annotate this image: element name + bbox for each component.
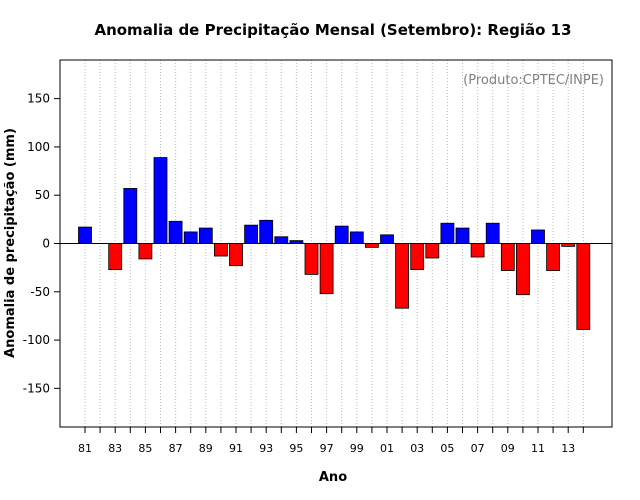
bar-98 bbox=[334, 225, 349, 244]
bar-84 bbox=[123, 188, 138, 244]
bar-08 bbox=[485, 222, 500, 244]
bar-07 bbox=[470, 243, 485, 258]
bar-11 bbox=[531, 229, 545, 244]
bar-05 bbox=[440, 222, 455, 244]
bar-94 bbox=[274, 236, 289, 244]
y-axis: -150 -100 -50 0 50 100 150 bbox=[23, 92, 60, 395]
x-tick-label: 11 bbox=[531, 442, 545, 455]
x-tick-label: 03 bbox=[410, 442, 424, 455]
x-tick-label: 89 bbox=[199, 442, 213, 455]
y-tick-label: 0 bbox=[42, 237, 50, 251]
bar-91 bbox=[229, 243, 243, 267]
credit-label: (Produto:CPTEC/INPE) bbox=[463, 73, 604, 88]
bar-04 bbox=[425, 243, 440, 259]
bar-96 bbox=[304, 243, 319, 275]
bar-10 bbox=[516, 243, 530, 296]
bar-85 bbox=[138, 243, 153, 260]
bar-00 bbox=[364, 243, 379, 248]
x-tick-label: 99 bbox=[350, 442, 364, 455]
bar-99 bbox=[349, 231, 364, 244]
chart-title: Anomalia de Precipitação Mensal (Setembr… bbox=[94, 21, 571, 39]
bar-90 bbox=[213, 243, 228, 257]
x-tick-label: 97 bbox=[320, 442, 334, 455]
bar-89 bbox=[198, 227, 213, 244]
x-tick-label: 07 bbox=[471, 442, 485, 455]
x-tick-label: 05 bbox=[440, 442, 454, 455]
bar-09 bbox=[500, 243, 515, 271]
bar-97 bbox=[319, 243, 334, 295]
x-tick-label: 93 bbox=[259, 442, 273, 455]
bar-03 bbox=[410, 243, 425, 270]
x-tick-label: 09 bbox=[501, 442, 515, 455]
bar-01 bbox=[380, 234, 394, 244]
y-tick-label: -50 bbox=[30, 285, 50, 299]
bar-86 bbox=[153, 157, 168, 244]
bar-83 bbox=[108, 243, 123, 270]
bar-81 bbox=[78, 226, 92, 244]
bar-06 bbox=[455, 227, 470, 244]
y-tick-label: 150 bbox=[27, 92, 50, 106]
bar-87 bbox=[168, 220, 183, 244]
x-axis-label: Ano bbox=[319, 470, 347, 485]
x-tick-label: 01 bbox=[380, 442, 394, 455]
x-axis: 81 83 85 87 89 91 93 95 97 99 01 03 05 07 09 11 13 bbox=[78, 427, 584, 455]
x-tick-label: 87 bbox=[169, 442, 183, 455]
y-tick-label: 50 bbox=[35, 188, 50, 202]
bar-88 bbox=[183, 231, 198, 244]
y-tick-label: 100 bbox=[27, 140, 50, 154]
y-tick-label: -150 bbox=[23, 381, 50, 395]
y-axis-label: Anomalia de precipitação (mm) bbox=[3, 128, 18, 358]
x-tick-label: 81 bbox=[78, 442, 92, 455]
y-tick-label: -100 bbox=[23, 333, 50, 347]
x-tick-label: 83 bbox=[108, 442, 122, 455]
x-tick-label: 95 bbox=[289, 442, 303, 455]
bar-12 bbox=[546, 243, 560, 271]
bar-93 bbox=[259, 219, 274, 244]
x-tick-label: 13 bbox=[561, 442, 575, 455]
x-tick-label: 91 bbox=[229, 442, 243, 455]
x-tick-label: 85 bbox=[138, 442, 152, 455]
bar-02 bbox=[395, 243, 410, 309]
bar-92 bbox=[244, 224, 259, 244]
bar-14 bbox=[576, 243, 591, 330]
